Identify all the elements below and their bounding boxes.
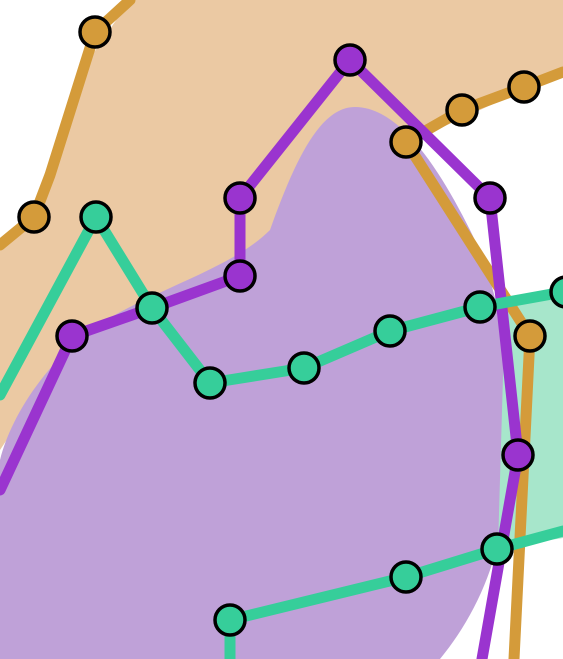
orange-node	[507, 70, 541, 104]
green-node	[480, 532, 514, 566]
orange-node	[389, 125, 423, 159]
purple-region	[0, 107, 510, 659]
purple-node	[473, 181, 507, 215]
orange-node	[17, 200, 51, 234]
green-node	[193, 366, 227, 400]
green-node	[135, 291, 169, 325]
green-node	[79, 200, 113, 234]
purple-node	[501, 438, 535, 472]
green-node	[287, 351, 321, 385]
green-node	[549, 275, 563, 309]
green-node	[213, 603, 247, 637]
orange-node	[78, 15, 112, 49]
orange-node	[445, 93, 479, 127]
green-node	[373, 314, 407, 348]
purple-node	[223, 181, 257, 215]
purple-node	[55, 319, 89, 353]
purple-node	[223, 259, 257, 293]
green-node	[463, 290, 497, 324]
purple-node	[333, 43, 367, 77]
green-node	[389, 560, 423, 594]
orange-node	[513, 319, 547, 353]
